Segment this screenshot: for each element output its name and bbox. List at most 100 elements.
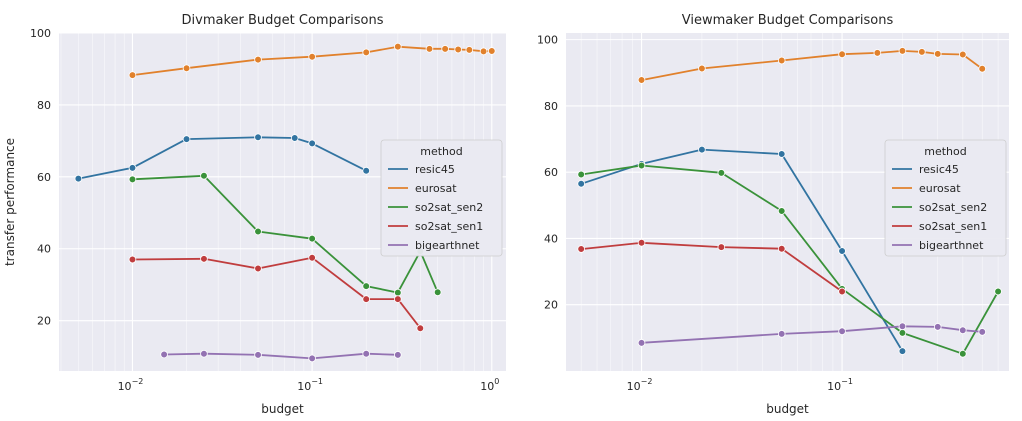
data-point (394, 288, 402, 297)
x-tick-base: 10 (827, 380, 841, 393)
data-point (362, 349, 371, 358)
data-point (254, 133, 262, 142)
data-point (433, 288, 442, 297)
data-point (838, 247, 846, 255)
y-tick-label: 40 (37, 243, 51, 256)
data-point (777, 150, 786, 158)
data-point (128, 255, 137, 264)
data-point (394, 351, 402, 359)
y-tick-label: 100 (537, 34, 558, 47)
data-point (290, 134, 299, 142)
data-point (362, 295, 371, 303)
data-point (933, 323, 942, 331)
data-point (838, 287, 846, 296)
data-point (362, 48, 371, 57)
x-tick-label: 10−1 (297, 377, 323, 393)
y-tick-label: 60 (37, 171, 51, 184)
data-point (362, 166, 371, 175)
data-point (777, 244, 786, 253)
x-tick-label: 10−2 (627, 377, 653, 393)
legend-label: so2sat_sen2 (415, 201, 483, 214)
data-point (487, 47, 496, 55)
series-eurosat (128, 42, 496, 79)
data-point (394, 295, 402, 303)
data-point (873, 49, 882, 57)
data-point (958, 50, 967, 59)
x-axis-label: budget (766, 402, 809, 416)
data-point (200, 171, 208, 180)
x-tick-label: 100 (480, 377, 499, 393)
data-point (717, 169, 726, 177)
series-bigearthnet (160, 349, 402, 363)
data-point (898, 322, 907, 331)
data-point (978, 328, 987, 336)
series-bigearthnet (637, 322, 987, 347)
legend-title: method (924, 145, 966, 158)
data-point (637, 339, 646, 347)
data-point (577, 170, 585, 179)
data-point (978, 64, 987, 73)
data-point (577, 245, 585, 253)
x-tick-base: 10 (297, 380, 311, 393)
x-axis-label: budget (261, 402, 304, 416)
data-point (128, 175, 137, 184)
data-point (577, 179, 585, 188)
x-tick-exponent: −2 (641, 377, 653, 386)
data-point (416, 324, 425, 333)
data-point (637, 238, 646, 247)
data-point (308, 234, 316, 243)
legend-label: so2sat_sen1 (415, 220, 483, 233)
legend-label: eurosat (415, 182, 457, 195)
data-point (637, 161, 646, 170)
data-point (254, 264, 262, 273)
data-point (994, 287, 1002, 296)
x-tick-base: 10 (118, 380, 132, 393)
y-tick-label: 60 (544, 166, 558, 179)
legend-title: method (420, 145, 462, 158)
data-point (308, 139, 316, 148)
data-point (637, 76, 646, 84)
y-tick-label: 20 (544, 299, 558, 312)
data-point (838, 327, 846, 336)
legend-label: bigearthnet (919, 239, 984, 252)
legend-box (884, 139, 1007, 257)
data-point (425, 45, 434, 53)
chart-title: Divmaker Budget Comparisons (182, 13, 384, 28)
data-point (465, 46, 474, 54)
legend-box (380, 139, 503, 257)
data-point (958, 349, 967, 358)
data-point (308, 253, 316, 262)
y-tick-label: 20 (37, 315, 51, 328)
y-tick-label: 40 (544, 232, 558, 245)
legend: method resic45 eurosat so2sat_sen2 so2sat_se… (884, 139, 1007, 257)
data-point (441, 45, 449, 53)
data-point (128, 71, 137, 79)
legend: method resic45 eurosat so2sat_sen2 so2sat_se… (380, 139, 503, 257)
data-point (898, 347, 907, 355)
data-point (958, 326, 967, 335)
data-point (698, 64, 706, 73)
data-point (777, 207, 786, 215)
data-point (254, 227, 262, 236)
data-point (777, 56, 786, 65)
x-tick-exponent: −1 (841, 377, 853, 386)
x-tick-exponent: 0 (494, 377, 499, 386)
x-tick-label: 10−1 (827, 377, 853, 393)
data-point (362, 282, 371, 290)
y-axis-label: transfer performance (3, 138, 17, 266)
data-point (454, 45, 462, 54)
data-point (898, 329, 907, 337)
y-tick-label: 80 (37, 99, 51, 112)
data-point (308, 52, 316, 61)
series-eurosat (637, 47, 987, 84)
x-tick-exponent: −2 (132, 377, 144, 386)
series-line-so2sat_sen2 (581, 164, 999, 355)
data-point (254, 55, 262, 64)
data-point (717, 243, 726, 251)
data-point (933, 50, 942, 58)
data-point (838, 50, 846, 59)
series-so2sat_sen1 (128, 253, 425, 333)
